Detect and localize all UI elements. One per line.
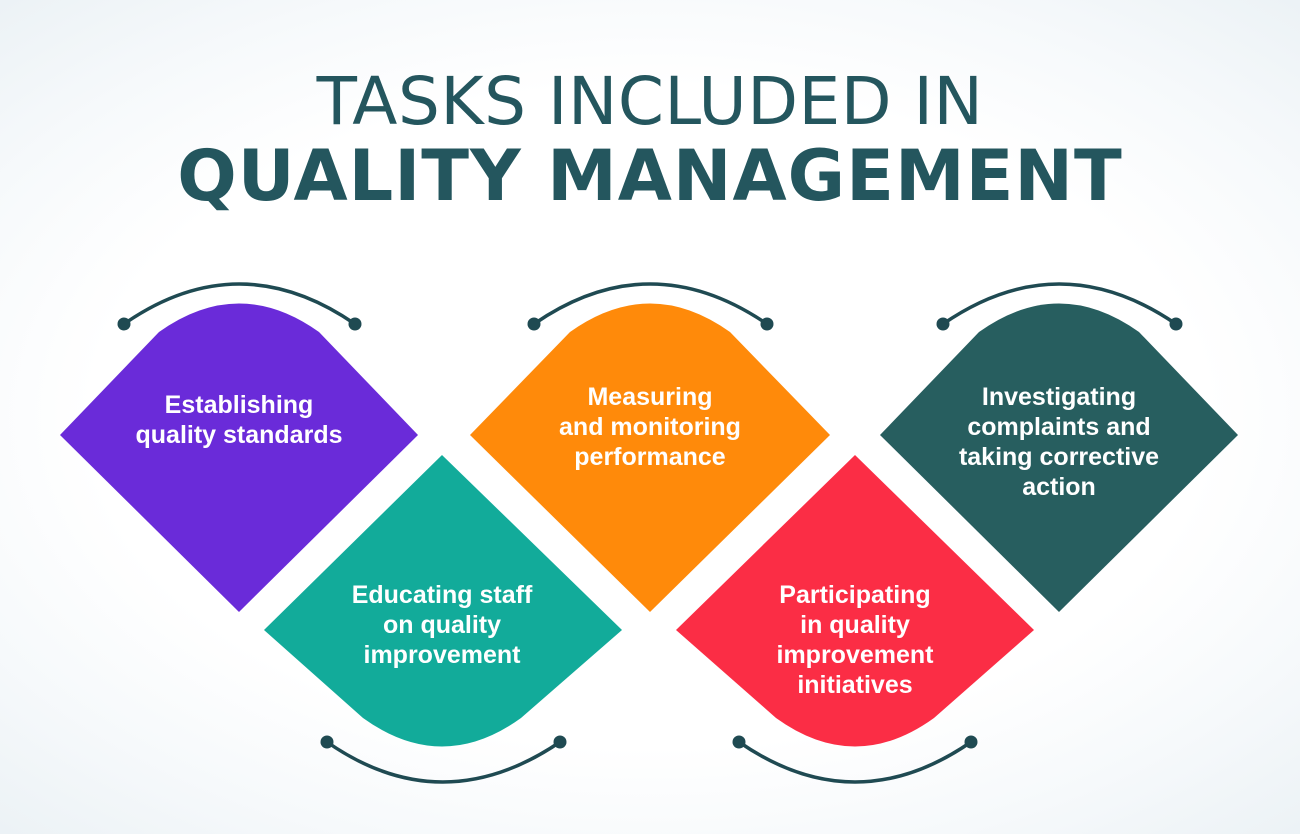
task-participating-text: Participating in quality improvement ini… — [776, 581, 934, 699]
connector-dot — [1169, 317, 1183, 331]
task-measuring-text: Measuring and monitoring performance — [559, 383, 741, 471]
connector-arc-top-2 — [527, 282, 774, 331]
connector-arc-bottom-1 — [320, 735, 567, 784]
card-establishing-shape — [60, 303, 418, 612]
connector-dot — [760, 317, 774, 331]
connector-dot — [348, 317, 362, 331]
connector-dot — [117, 317, 131, 331]
connector-arc-top-1 — [117, 282, 362, 331]
card-investigating-shape — [880, 303, 1238, 612]
title-line-1: TASKS INCLUDED IN — [316, 63, 984, 140]
task-educating-text: Educating staff on quality improvement — [351, 581, 533, 669]
connector-arc-bottom-2 — [732, 735, 978, 784]
connector-arc-top-3 — [936, 282, 1183, 331]
connector-dot — [527, 317, 541, 331]
task-investigating-text: Investigating complaints and taking corr… — [958, 383, 1160, 501]
connector-dot — [964, 735, 978, 749]
card-measuring-shape — [470, 303, 830, 612]
connector-dot — [553, 735, 567, 749]
connector-dot — [320, 735, 334, 749]
card-participating-shape — [676, 455, 1034, 747]
card-educating-shape — [264, 455, 622, 747]
title-line-2: QUALITY MANAGEMENT — [177, 135, 1123, 217]
connector-dot — [936, 317, 950, 331]
connector-dot — [732, 735, 746, 749]
task-establishing-text: Establishing quality standards — [135, 391, 343, 449]
